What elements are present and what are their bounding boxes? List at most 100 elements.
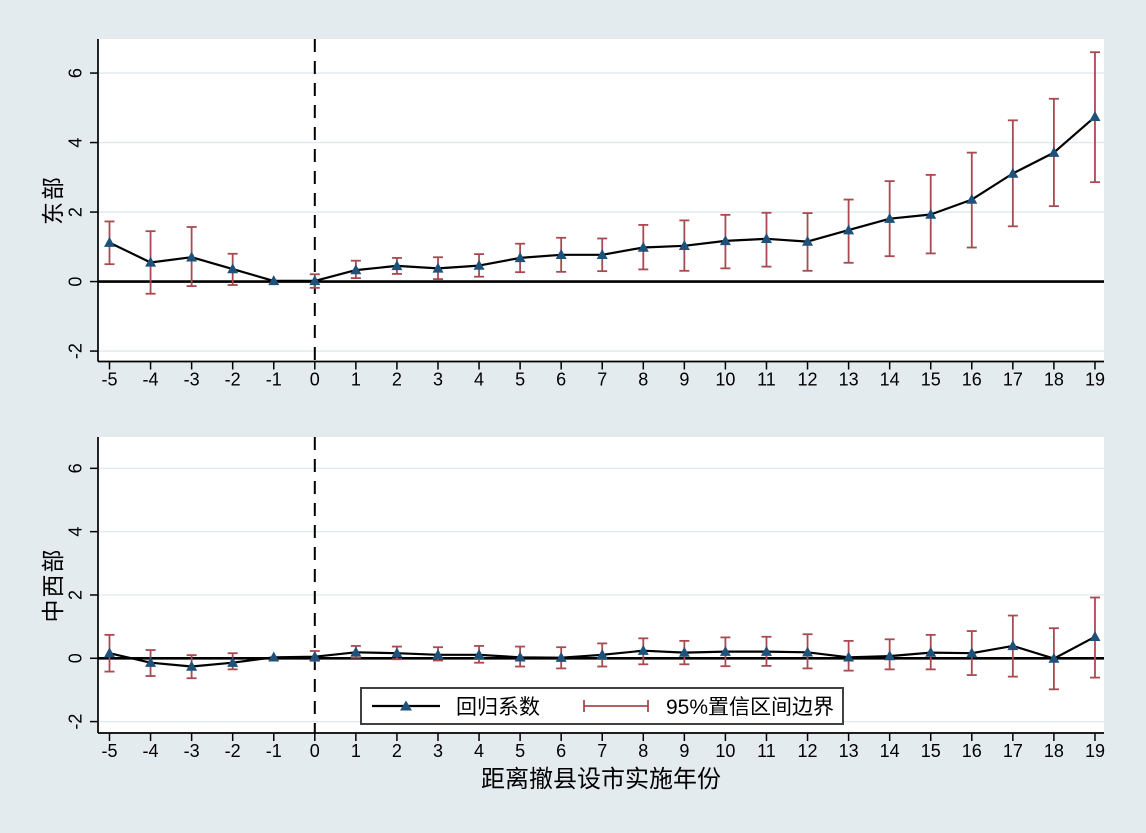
x-tick-label: 4: [474, 741, 484, 761]
x-tick-label: -5: [101, 370, 117, 390]
marker-triangle: [555, 249, 567, 260]
marker-triangle: [1048, 146, 1060, 157]
x-tick-label: -2: [225, 370, 241, 390]
x-tick-label: 9: [679, 370, 689, 390]
marker-triangle: [596, 249, 608, 260]
x-tick-label: -2: [225, 741, 241, 761]
x-tick-label: 8: [638, 741, 648, 761]
x-tick-label: 13: [839, 370, 859, 390]
x-tick-label: -5: [101, 741, 117, 761]
y-tick-label: 6: [66, 68, 86, 78]
x-tick-label: 11: [757, 370, 776, 390]
y-tick-label: 2: [66, 590, 86, 600]
plot-area: [98, 39, 1104, 362]
marker-triangle: [596, 649, 608, 660]
ci-errorbar-icon: [583, 700, 649, 712]
x-tick-label: 7: [597, 370, 607, 390]
x-tick-label: 6: [556, 370, 566, 390]
x-tick-label: 7: [597, 741, 607, 761]
marker-triangle: [186, 251, 198, 262]
marker-triangle: [391, 647, 403, 658]
x-tick-label: 16: [962, 741, 982, 761]
marker-triangle: [925, 208, 937, 219]
marker-triangle: [678, 239, 690, 250]
marker-triangle: [1007, 167, 1019, 178]
x-tick-label: 5: [515, 741, 525, 761]
x-tick-label: 1: [351, 741, 361, 761]
x-tick-label: 12: [798, 741, 818, 761]
x-tick-label: 3: [433, 741, 443, 761]
marker-triangle: [637, 644, 649, 655]
x-tick-label: 6: [556, 741, 566, 761]
marker-triangle: [309, 275, 321, 286]
x-tick-label: -1: [266, 741, 282, 761]
x-tick-label: 15: [921, 370, 941, 390]
x-tick-label: -1: [266, 370, 282, 390]
x-tick-label: 13: [839, 741, 859, 761]
x-tick-label: 18: [1044, 370, 1064, 390]
x-tick-label: -4: [143, 741, 159, 761]
x-tick-label: -3: [184, 741, 200, 761]
x-axis-title: 距离撤县设市实施年份: [481, 766, 721, 793]
y-tick-label: -2: [66, 343, 86, 359]
marker-triangle: [268, 651, 280, 662]
panel-label-west: 中西部: [40, 547, 66, 623]
x-tick-label: 10: [715, 741, 735, 761]
marker-triangle: [760, 645, 772, 656]
marker-triangle: [145, 256, 157, 267]
y-tick-label: 0: [66, 277, 86, 287]
x-tick-label: 3: [433, 370, 443, 390]
x-tick-label: 5: [515, 370, 525, 390]
marker-triangle: [227, 656, 239, 667]
marker-triangle: [925, 646, 937, 657]
x-tick-label: 14: [880, 370, 900, 390]
x-tick-label: 14: [880, 741, 900, 761]
x-tick-label: 1: [351, 370, 361, 390]
legend-ci-label: 95%置信区间边界: [665, 696, 835, 719]
marker-triangle: [884, 212, 896, 223]
x-tick-label: 11: [757, 741, 776, 761]
x-tick-label: 17: [1003, 741, 1023, 761]
marker-triangle: [802, 646, 814, 657]
marker-triangle: [391, 260, 403, 271]
marker-triangle: [268, 275, 280, 286]
marker-triangle: [309, 650, 321, 661]
y-tick-label: 4: [66, 527, 86, 537]
marker-triangle: [103, 647, 115, 658]
y-tick-label: -2: [66, 714, 86, 730]
x-tick-label: 19: [1085, 370, 1105, 390]
x-tick-label: 8: [638, 370, 648, 390]
marker-triangle: [432, 649, 444, 660]
x-tick-label: 10: [715, 370, 735, 390]
marker-triangle: [1048, 652, 1060, 663]
legend-coef-label: 回归系数: [455, 696, 540, 719]
marker-triangle: [514, 252, 526, 263]
y-tick-label: 0: [66, 653, 86, 663]
x-tick-label: 17: [1003, 370, 1023, 390]
marker-triangle: [843, 224, 855, 235]
marker-triangle: [350, 646, 362, 657]
marker-triangle: [719, 645, 731, 656]
x-tick-label: 16: [962, 370, 982, 390]
marker-triangle: [555, 651, 567, 662]
marker-triangle: [843, 651, 855, 662]
x-tick-label: 9: [679, 741, 689, 761]
marker-triangle: [1089, 111, 1101, 122]
marker-triangle: [350, 264, 362, 275]
marker-triangle: [1089, 630, 1101, 641]
x-tick-label: 0: [310, 370, 320, 390]
x-tick-label: -3: [184, 370, 200, 390]
marker-triangle: [802, 235, 814, 246]
y-tick-label: 2: [66, 207, 86, 217]
marker-triangle: [637, 241, 649, 252]
panel-label-east: 东部: [40, 175, 66, 225]
x-tick-label: 4: [474, 370, 484, 390]
y-tick-label: 4: [66, 138, 86, 148]
x-tick-label: -4: [143, 370, 159, 390]
marker-triangle: [186, 660, 198, 671]
legend-item-coefficient: 回归系数: [370, 691, 540, 721]
x-tick-label: 12: [798, 370, 818, 390]
x-tick-label: 2: [392, 741, 402, 761]
